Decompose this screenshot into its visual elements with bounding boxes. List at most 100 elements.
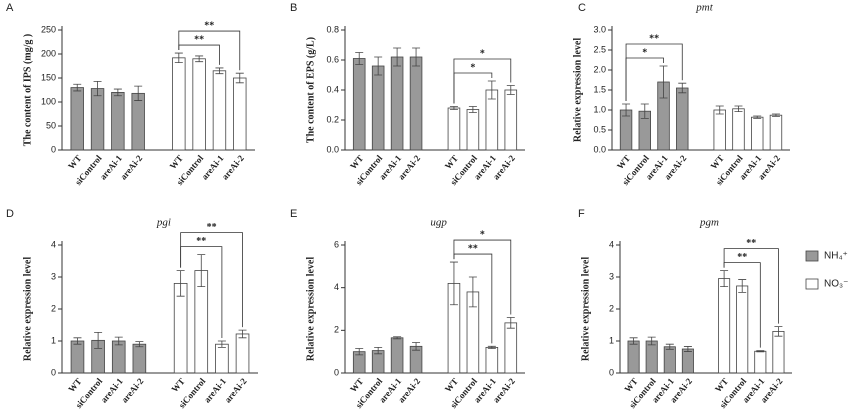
error-bar: [412, 342, 421, 351]
error-bar: [487, 345, 496, 349]
panel-title: ugp: [430, 217, 447, 229]
error-bar: [355, 52, 364, 65]
x-tick-label: areAi-2: [118, 153, 145, 182]
significance-bracket: [723, 248, 779, 324]
y-tick-label: 0.0: [593, 144, 606, 154]
error-bar: [506, 317, 515, 329]
error-bar: [665, 343, 674, 350]
panel-letter: E: [290, 208, 297, 220]
y-tick-label: 0.8: [326, 24, 339, 34]
bar: [352, 58, 366, 151]
bar: [173, 282, 188, 374]
error-bar: [393, 336, 402, 340]
y-tick-label: 1.0: [593, 104, 606, 114]
y-tick-label: 3: [51, 271, 56, 281]
bar: [70, 340, 85, 374]
y-tick-label: 3: [609, 271, 614, 281]
bar: [732, 108, 745, 151]
y-tick-label: 0: [609, 367, 614, 377]
error-bar: [449, 261, 458, 306]
error-bar: [647, 336, 656, 346]
significance-label: **: [194, 34, 204, 45]
error-bar: [393, 47, 402, 67]
significance-label: *: [642, 47, 647, 58]
bar: [235, 333, 250, 374]
y-tick-label: 100: [41, 96, 56, 106]
bar: [751, 116, 764, 151]
y-tick-label: 200: [41, 48, 56, 58]
y-tick-label: 4: [609, 239, 614, 249]
error-bar: [468, 276, 477, 308]
error-bar: [113, 88, 122, 97]
bar: [70, 87, 84, 151]
error-bar: [114, 336, 123, 346]
error-bar: [659, 65, 668, 99]
panel-letter: B: [290, 2, 297, 14]
significance-label: **: [649, 33, 659, 44]
y-tick-label: 150: [41, 72, 56, 82]
significance-label: *: [480, 229, 485, 240]
significance-bracket: [453, 239, 512, 315]
bar: [769, 114, 783, 151]
error-bar: [197, 254, 206, 287]
panel: A The content of IPS (mg/g ) 0 50 100 150 200 2…: [6, 2, 255, 187]
x-tick-label: WT: [168, 153, 185, 171]
significance-label: **: [207, 222, 217, 233]
bar: [131, 92, 145, 151]
significance-label: **: [737, 252, 747, 263]
significance-bracket: [178, 30, 241, 71]
bar: [409, 56, 423, 151]
x-tick-label: WT: [169, 376, 186, 394]
error-bar: [73, 337, 82, 345]
legend-label: NO₃⁻: [824, 279, 848, 290]
y-tick-label: 4: [51, 239, 56, 249]
significance-bracket: [453, 58, 512, 104]
y-tick-label: 2: [609, 303, 614, 313]
y-tick-label: 50: [46, 120, 56, 130]
significance-bracket: [625, 43, 683, 101]
bar: [485, 346, 499, 374]
legend-label: NH₄⁺: [824, 251, 848, 262]
y-axis-label: Relative expression level: [22, 257, 33, 361]
y-tick-label: 0.4: [326, 84, 339, 94]
y-tick-label: 2: [51, 303, 56, 313]
bar: [504, 322, 518, 374]
panel-letter: A: [6, 2, 14, 14]
panel-title: pgi: [156, 217, 171, 229]
error-bar: [506, 85, 515, 95]
error-bar: [238, 329, 247, 339]
bar: [713, 109, 726, 151]
error-bar: [449, 106, 458, 110]
bar: [371, 65, 385, 151]
bar: [504, 89, 518, 151]
panel-title: pmt: [695, 2, 713, 14]
significance-label: *: [480, 48, 485, 59]
bar: [645, 340, 658, 374]
y-tick-label: 4: [334, 282, 339, 292]
error-bar: [622, 103, 631, 117]
bar: [663, 346, 676, 374]
bar: [90, 88, 105, 151]
y-tick-label: 3.0: [593, 24, 606, 34]
significance-label: *: [470, 62, 475, 73]
legend-swatch: [805, 278, 819, 290]
x-tick-label: WT: [66, 153, 83, 171]
bar: [215, 343, 229, 374]
y-tick-label: 0: [51, 367, 56, 377]
bar: [192, 58, 206, 151]
error-bar: [715, 105, 724, 115]
panel-letter: D: [6, 208, 14, 220]
error-bar: [753, 115, 762, 119]
x-tick-label: areAi-2: [119, 376, 146, 405]
error-bar: [487, 80, 496, 100]
error-bar: [73, 83, 82, 92]
error-bar: [678, 82, 687, 94]
y-tick-label: 6: [334, 239, 339, 249]
error-bar: [468, 106, 477, 113]
error-bar: [734, 105, 743, 112]
bar: [718, 278, 731, 374]
significance-bracket: [180, 232, 243, 328]
error-bar: [412, 47, 421, 67]
